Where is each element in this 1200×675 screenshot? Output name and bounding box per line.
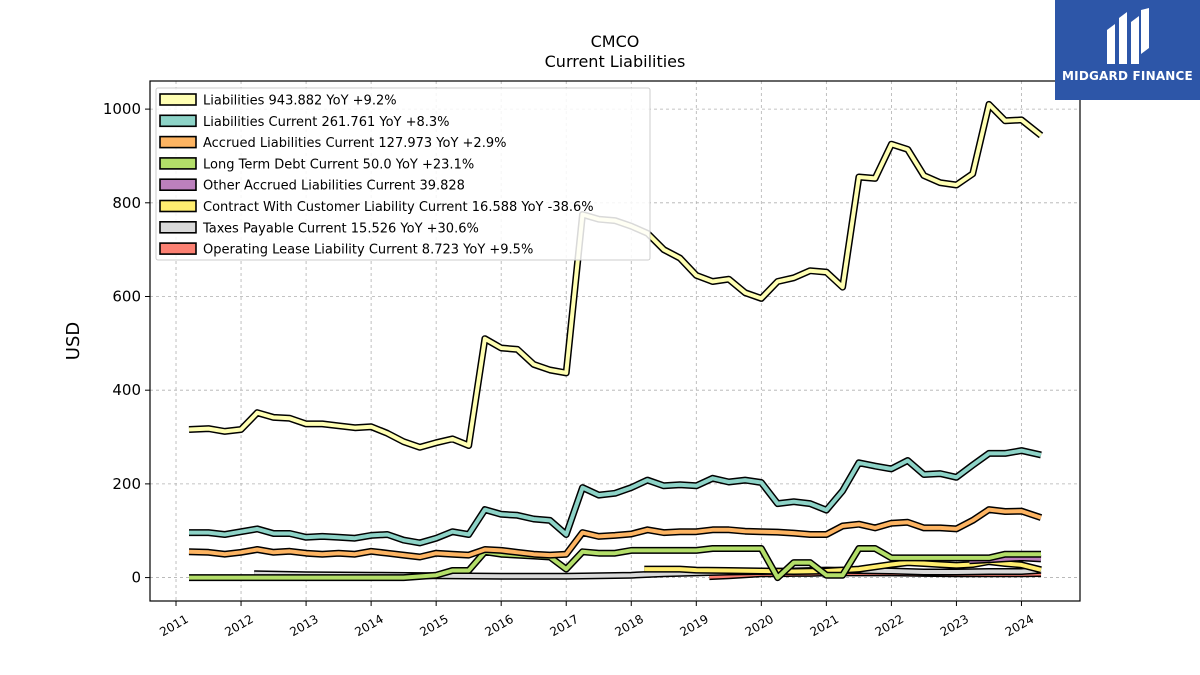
chart-subtitle: Current Liabilities — [545, 52, 686, 71]
legend-swatch — [159, 157, 197, 170]
legend-entry: Taxes Payable Current 15.526 YoY +30.6% — [202, 221, 479, 236]
legend-swatch — [159, 221, 197, 234]
legend-swatch — [159, 178, 197, 191]
series-line — [189, 546, 1041, 580]
legend: Liabilities 943.882 YoY +9.2% Liabilities… — [155, 87, 651, 261]
y-tick-label: 200 — [112, 475, 141, 493]
y-tick-label: 0 — [131, 569, 141, 587]
series-accrued-liabilities-current — [188, 506, 1043, 561]
series-line — [188, 507, 1042, 559]
y-tick-label: 1000 — [103, 100, 141, 118]
legend-swatch — [159, 199, 197, 213]
y-axis-label: USD — [63, 322, 84, 360]
logo-text: MIDGARD FINANCE — [1062, 69, 1193, 83]
legend-entry: Other Accrued Liabilities Current 39.828 — [203, 179, 465, 194]
y-tick-label: 400 — [112, 381, 141, 399]
legend-swatch — [159, 135, 197, 149]
chart-title: CMCO — [591, 32, 640, 51]
series-liabilities-current — [189, 447, 1042, 547]
brand-logo: MIDGARD FINANCE — [1055, 0, 1200, 100]
plot-frame — [149, 80, 1081, 602]
legend-entry: Accrued Liabilities Current 127.973 YoY … — [203, 136, 506, 151]
legend-entry: Liabilities Current 261.761 YoY +8.3% — [203, 115, 450, 130]
y-tick-label: 600 — [112, 287, 141, 305]
legend-swatch — [159, 93, 197, 106]
legend-entry: Long Term Debt Current 50.0 YoY +23.1% — [203, 157, 474, 172]
logo-mark-icon — [1107, 8, 1149, 64]
series-long-term-debt-current — [189, 545, 1041, 582]
legend-entry: Contract With Customer Liability Current… — [203, 200, 594, 215]
y-tick-label: 800 — [112, 194, 141, 212]
legend-box — [155, 87, 651, 261]
legend-swatch — [159, 114, 197, 128]
legend-entry: Operating Lease Liability Current 8.723 … — [203, 243, 533, 258]
legend-swatch — [159, 242, 197, 255]
series-line — [189, 448, 1042, 545]
legend-entry: Liabilities 943.882 YoY +9.2% — [203, 94, 397, 109]
